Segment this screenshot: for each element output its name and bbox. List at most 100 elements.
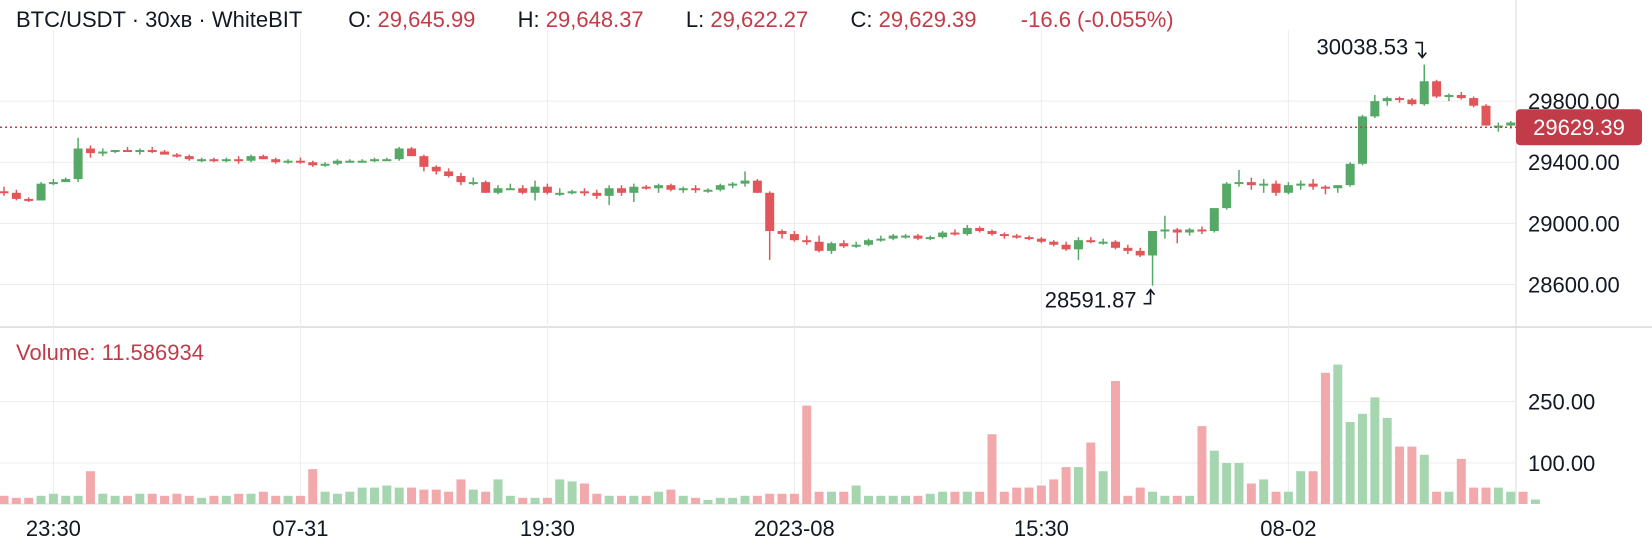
high-value: 29,648.37 xyxy=(545,7,644,32)
candle-body xyxy=(370,159,379,162)
volume-bar xyxy=(1308,471,1318,504)
candle-body xyxy=(295,160,305,163)
candle-body xyxy=(1493,125,1503,128)
candle-body xyxy=(1086,240,1096,243)
volume-bar xyxy=(123,495,132,504)
current-price-label: 29629.39 xyxy=(1533,115,1625,140)
open-label: O: xyxy=(348,7,372,32)
candle-body xyxy=(1456,95,1466,99)
candle-body xyxy=(1320,186,1330,189)
volume-bar xyxy=(1419,454,1429,504)
candle-body xyxy=(85,148,95,154)
candle-body xyxy=(1148,231,1158,256)
x-tick-label: 08-02 xyxy=(1260,516,1316,541)
volume-bar xyxy=(295,495,305,504)
volume-bar xyxy=(1160,495,1170,504)
volume-bar xyxy=(740,495,750,504)
candle-body xyxy=(1197,229,1207,232)
candle-body xyxy=(308,162,318,166)
candle-body xyxy=(617,188,626,193)
volume-bar xyxy=(419,489,429,504)
candle-body xyxy=(1419,81,1429,105)
volume-bar xyxy=(1246,483,1256,504)
candle-body xyxy=(11,192,21,199)
volume-bar xyxy=(1493,487,1503,504)
candle-body xyxy=(592,192,602,196)
volume-bar xyxy=(1283,491,1293,504)
volume-bar xyxy=(1012,487,1022,504)
close-value: 29,629.39 xyxy=(878,7,977,32)
candle-body xyxy=(184,156,194,160)
candle-body xyxy=(73,148,83,180)
volume-bar xyxy=(617,495,626,504)
price-tick-label: 29000.00 xyxy=(1528,211,1620,236)
symbol-label: BTC/USDT · 30хв · WhiteBIT xyxy=(16,7,302,32)
volume-bar xyxy=(715,497,725,504)
volume-bar xyxy=(728,497,738,504)
volume-bar xyxy=(234,493,244,504)
candle-body xyxy=(765,192,775,232)
candle-body xyxy=(518,188,528,193)
volume-bar xyxy=(752,495,762,504)
candle-body xyxy=(925,237,935,240)
volume-bar xyxy=(802,405,812,504)
candle-body xyxy=(530,186,540,193)
candle-body xyxy=(1135,250,1145,256)
volume-bar xyxy=(542,497,552,504)
candle-body xyxy=(1469,98,1479,106)
volume-bar xyxy=(1481,487,1491,504)
candle-body xyxy=(678,188,688,191)
candle-body xyxy=(1111,241,1120,248)
x-tick-label: 23:30 xyxy=(26,516,81,541)
volume-bar xyxy=(283,495,293,504)
volume-bar xyxy=(184,495,194,504)
volume-bar xyxy=(444,491,454,504)
volume-bar xyxy=(394,487,404,504)
volume-bar xyxy=(493,479,503,504)
candle-body xyxy=(0,191,9,194)
volume-bar xyxy=(197,497,207,504)
axes: 23:30 07-31 19:30 2023-08 15:30 08-0229800.00… xyxy=(0,35,1642,541)
candle-body xyxy=(802,240,812,243)
candle-body xyxy=(246,156,256,161)
volume-bar xyxy=(221,495,231,504)
volume-bar xyxy=(1333,364,1343,504)
candle-body xyxy=(345,160,355,163)
candle-body xyxy=(1246,182,1256,186)
candle-body xyxy=(629,186,639,193)
volume-bar xyxy=(1086,442,1096,504)
candle-body xyxy=(851,244,861,247)
volume-bar xyxy=(1432,491,1442,504)
low-label: L: xyxy=(685,7,705,32)
candle-body xyxy=(1049,241,1059,245)
volume-bar xyxy=(1370,397,1380,504)
volume-bar xyxy=(765,493,775,504)
candle-body xyxy=(654,185,664,189)
volume-bar xyxy=(1036,485,1046,504)
candle-body xyxy=(691,188,701,191)
max-price-annotation: 30038.53 xyxy=(1316,35,1408,60)
volume-bars xyxy=(0,364,1540,504)
volume-bar xyxy=(160,495,170,504)
low-value: 29,622.27 xyxy=(710,7,809,32)
volume-bar xyxy=(48,493,58,504)
candle-body xyxy=(975,227,985,232)
candle-body xyxy=(258,156,268,160)
candle-body xyxy=(1172,229,1182,233)
volume-bar xyxy=(505,495,515,504)
candle-body xyxy=(1395,98,1405,101)
candle-body xyxy=(110,150,120,153)
volume-bar xyxy=(1172,495,1182,504)
candle-body xyxy=(481,182,491,193)
volume-bar xyxy=(839,491,849,504)
volume-bar xyxy=(481,491,491,504)
volume-bar xyxy=(901,495,911,504)
candle-body xyxy=(221,159,231,162)
candle-body xyxy=(505,188,515,191)
candle-body xyxy=(789,234,799,241)
volume-bar xyxy=(1061,467,1071,504)
volume-bar xyxy=(1506,491,1516,504)
volume-bar xyxy=(691,497,701,504)
volume-bar xyxy=(1123,495,1133,504)
